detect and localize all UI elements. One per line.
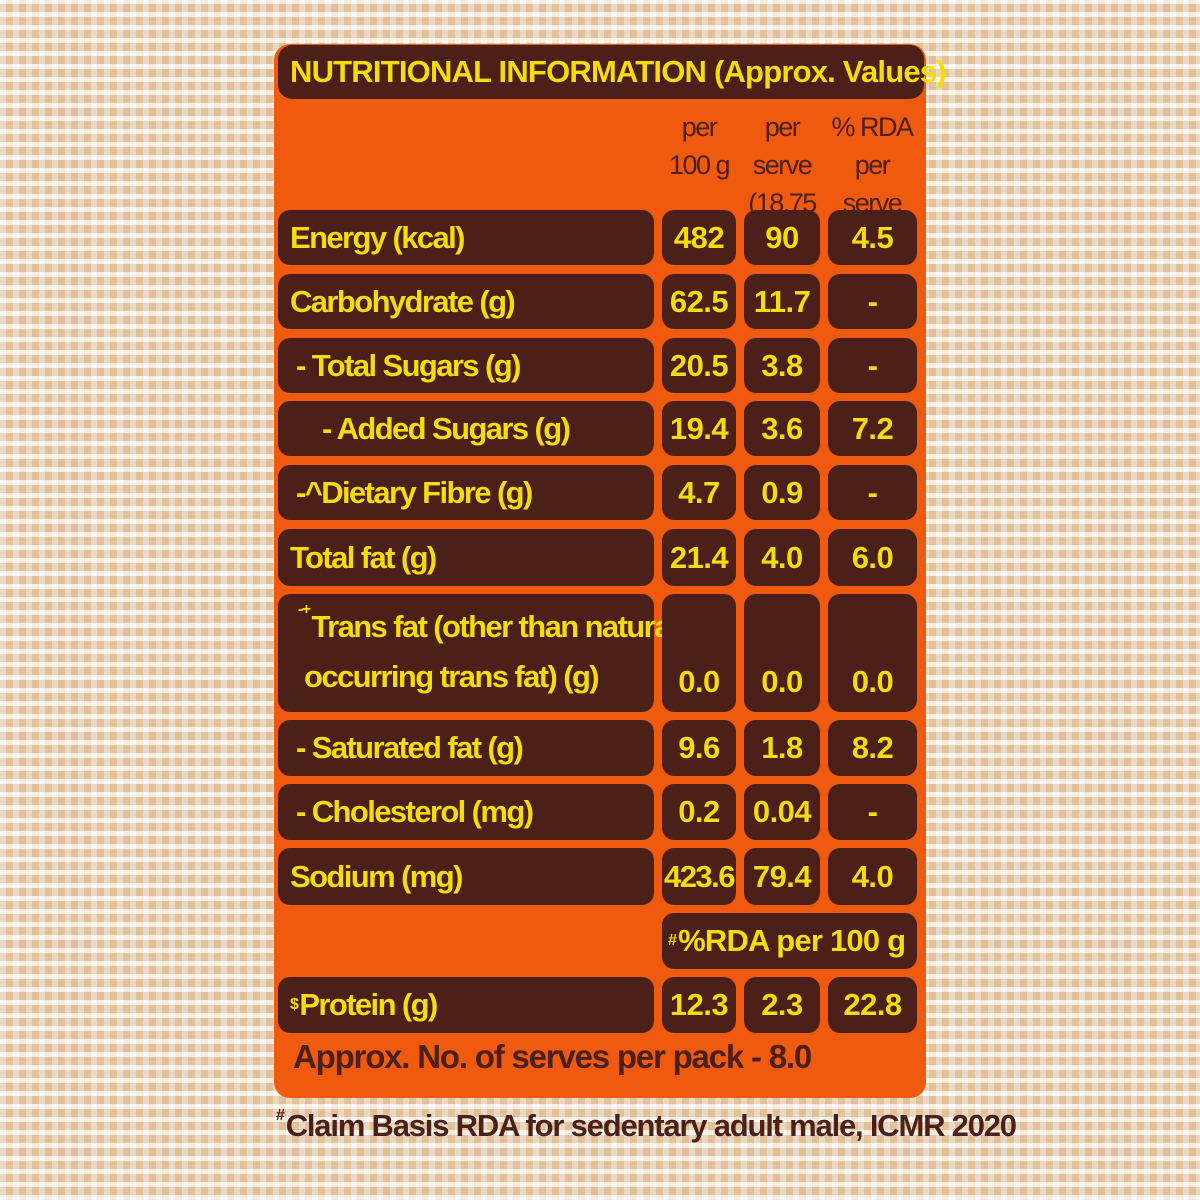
footnote: #Claim Basis RDA for sedentary adult mal… [276,1107,1017,1144]
saturated-fat-rda: 8.2 [828,720,917,776]
cholesterol-per-serve: 0.04 [744,784,820,840]
dietary-fibre-per-100g: 4.7 [662,465,736,520]
energy-per-100g: 482 [662,210,736,265]
carbohydrate-per-serve: 11.7 [744,274,820,329]
total-sugars-per-serve: 3.8 [744,338,820,393]
total-fat-per-100g: 21.4 [662,529,736,586]
energy-rda: 4.5 [828,210,917,265]
saturated-fat-per-100g: 9.6 [662,720,736,776]
total-fat-rda: 6.0 [828,529,917,586]
row-label-total-fat: Total fat (g) [278,529,654,586]
added-sugars-rda: 7.2 [828,401,917,456]
sodium-per-100g: 423.6 [662,848,736,905]
energy-per-serve: 90 [744,210,820,265]
trans-fat-per-100g: 0.0 [662,594,736,712]
row-label-saturated-fat: - Saturated fat (g) [278,720,654,776]
row-label-carbohydrate: Carbohydrate (g) [278,274,654,329]
row-label-total-sugars: - Total Sugars (g) [278,338,654,393]
sodium-rda: 4.0 [828,848,917,905]
row-label-sodium: Sodium (mg) [278,848,654,905]
carbohydrate-per-100g: 62.5 [662,274,736,329]
saturated-fat-per-serve: 1.8 [744,720,820,776]
trans-fat-rda: 0.0 [828,594,917,712]
trans-fat-per-serve: 0.0 [744,594,820,712]
total-sugars-per-100g: 20.5 [662,338,736,393]
protein-per-serve: 2.3 [744,977,820,1033]
cholesterol-per-100g: 0.2 [662,784,736,840]
carbohydrate-rda: - [828,274,917,329]
row-label-dietary-fibre: -^Dietary Fibre (g) [278,465,654,520]
row-label-trans-fat: -+Trans fat (other than naturally occurr… [278,594,701,712]
row-label-added-sugars: - Added Sugars (g) [278,401,654,456]
protein-per-100g: 12.3 [662,977,736,1033]
dietary-fibre-per-serve: 0.9 [744,465,820,520]
cholesterol-rda: - [828,784,917,840]
added-sugars-per-100g: 19.4 [662,401,736,456]
sodium-per-serve: 79.4 [744,848,820,905]
protein-rda: 22.8 [828,977,917,1033]
total-sugars-rda: - [828,338,917,393]
column-header-rda: % RDA per serve [831,112,914,218]
serves-per-pack: Approx. No. of serves per pack - 8.0 [293,1038,812,1075]
total-fat-per-serve: 4.0 [744,529,820,586]
added-sugars-per-serve: 3.6 [744,401,820,456]
column-header-per-100g: per 100 g [668,112,731,180]
row-label-energy: Energy (kcal) [278,210,654,265]
row-label-protein: $ Protein (g) [278,977,654,1033]
dietary-fibre-rda: - [828,465,917,520]
panel-title: NUTRITIONAL INFORMATION (Approx. Values) [278,45,947,99]
row-label-cholesterol: - Cholesterol (mg) [278,784,654,840]
rda-per-100g-header: # %RDA per 100 g [662,913,917,969]
